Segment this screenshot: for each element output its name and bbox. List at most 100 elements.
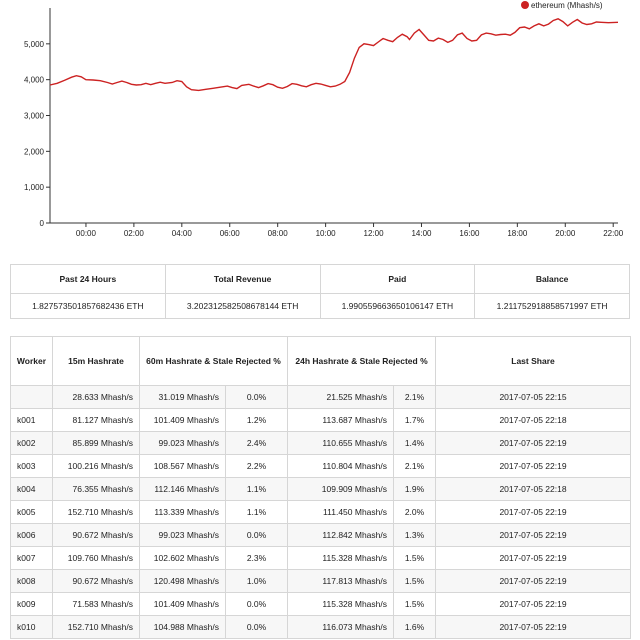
stale-24h: 1.5% (393, 569, 436, 593)
y-tick-label: 3,000 (24, 112, 45, 121)
hashrate-15m: 100.216 Mhash/s (52, 454, 140, 478)
table-row: k006 90.672 Mhash/s 99.023 Mhash/s 0.0% 112.… (10, 523, 631, 547)
table-row: k003 100.216 Mhash/s 108.567 Mhash/s 2.2% 11… (10, 454, 631, 478)
chart-legend[interactable]: ethereum (Mhash/s) (521, 1, 603, 10)
hashrate-60m: 108.567 Mhash/s (139, 454, 226, 478)
last-share: 2017-07-05 22:19 (435, 569, 631, 593)
x-tick-label: 04:00 (172, 229, 193, 238)
worker-name: k004 (10, 477, 53, 501)
last-share: 2017-07-05 22:19 (435, 592, 631, 616)
hashrate-60m: 113.339 Mhash/s (139, 500, 226, 524)
stale-24h: 1.5% (393, 592, 436, 616)
hashrate-60m: 104.988 Mhash/s (139, 615, 226, 639)
summary-header-row: Past 24 Hours Total Revenue Paid Balance (10, 264, 630, 294)
worker-name: k008 (10, 569, 53, 593)
stale-24h: 1.6% (393, 615, 436, 639)
hashrate-15m: 109.760 Mhash/s (52, 546, 140, 570)
hashrate-24h: 111.450 Mhash/s (287, 500, 394, 524)
hashrate-15m: 152.710 Mhash/s (52, 500, 140, 524)
hashrate-60m: 101.409 Mhash/s (139, 592, 226, 616)
last-share: 2017-07-05 22:18 (435, 408, 631, 432)
last-share: 2017-07-05 22:19 (435, 615, 631, 639)
last-share: 2017-07-05 22:19 (435, 454, 631, 478)
worker-name: k003 (10, 454, 53, 478)
y-tick-label: 2,000 (24, 147, 45, 156)
stale-24h: 1.7% (393, 408, 436, 432)
stale-60m: 2.4% (225, 431, 288, 455)
summary-value-row: 1.827573501857682436 ETH 3.2023125825086… (10, 293, 630, 319)
workers-header-row: Worker 15m Hashrate 60m Hashrate & Stale… (10, 336, 631, 386)
worker-name: k005 (10, 500, 53, 524)
stale-24h: 2.1% (393, 385, 436, 409)
stale-60m: 1.1% (225, 500, 288, 524)
hashrate-15m: 90.672 Mhash/s (52, 569, 140, 593)
stale-60m: 2.3% (225, 546, 288, 570)
stale-60m: 0.0% (225, 615, 288, 639)
stale-60m: 0.0% (225, 592, 288, 616)
last-share: 2017-07-05 22:19 (435, 523, 631, 547)
table-row: 28.633 Mhash/s 31.019 Mhash/s 0.0% 21.525 M… (10, 385, 631, 409)
x-tick-label: 16:00 (459, 229, 480, 238)
stale-60m: 1.1% (225, 477, 288, 501)
hashrate-15m: 85.899 Mhash/s (52, 431, 140, 455)
stale-24h: 1.9% (393, 477, 436, 501)
hashrate-60m: 120.498 Mhash/s (139, 569, 226, 593)
hashrate-60m: 99.023 Mhash/s (139, 431, 226, 455)
hashrate-24h: 109.909 Mhash/s (287, 477, 394, 501)
stale-24h: 1.4% (393, 431, 436, 455)
hashrate-24h: 112.842 Mhash/s (287, 523, 394, 547)
worker-name: k006 (10, 523, 53, 547)
table-row: k007 109.760 Mhash/s 102.602 Mhash/s 2.3% 11… (10, 546, 631, 570)
worker-name: k002 (10, 431, 53, 455)
x-tick-label: 02:00 (124, 229, 145, 238)
hashrate-60m: 102.602 Mhash/s (139, 546, 226, 570)
table-row: k005 152.710 Mhash/s 113.339 Mhash/s 1.1% 11… (10, 500, 631, 524)
hashrate-15m: 28.633 Mhash/s (52, 385, 140, 409)
summary-header-balance: Balance (474, 264, 630, 294)
worker-name (10, 385, 53, 409)
hashrate-24h: 116.073 Mhash/s (287, 615, 394, 639)
last-share: 2017-07-05 22:19 (435, 546, 631, 570)
stale-60m: 0.0% (225, 385, 288, 409)
hashrate-24h: 21.525 Mhash/s (287, 385, 394, 409)
last-share: 2017-07-05 22:19 (435, 500, 631, 524)
worker-name: k001 (10, 408, 53, 432)
x-tick-label: 08:00 (268, 229, 289, 238)
y-tick-label: 5,000 (24, 40, 45, 49)
hashrate-chart: 0 1,000 2,000 3,000 4,000 5,000 00:00 02:00 04:… (24, 1, 624, 238)
header-60m-hashrate: 60m Hashrate & Stale Rejected % (139, 336, 288, 386)
table-row: k001 81.127 Mhash/s 101.409 Mhash/s 1.2% 113… (10, 408, 631, 432)
hashrate-60m: 31.019 Mhash/s (139, 385, 226, 409)
legend-label: ethereum (Mhash/s) (531, 1, 603, 10)
hashrate-24h: 115.328 Mhash/s (287, 546, 394, 570)
hashrate-24h: 110.655 Mhash/s (287, 431, 394, 455)
summary-value-past-24h: 1.827573501857682436 ETH (10, 293, 166, 319)
worker-name: k007 (10, 546, 53, 570)
header-24h-hashrate: 24h Hashrate & Stale Rejected % (287, 336, 436, 386)
header-worker: Worker (10, 336, 53, 386)
hashrate-24h: 113.687 Mhash/s (287, 408, 394, 432)
x-tick-label: 06:00 (220, 229, 241, 238)
summary-header-paid: Paid (319, 264, 476, 294)
header-15m-hashrate: 15m Hashrate (52, 336, 140, 386)
hashrate-60m: 99.023 Mhash/s (139, 523, 226, 547)
hashrate-15m: 71.583 Mhash/s (52, 592, 140, 616)
stale-60m: 1.2% (225, 408, 288, 432)
workers-body: 28.633 Mhash/s 31.019 Mhash/s 0.0% 21.525 M… (10, 385, 631, 639)
stale-60m: 0.0% (225, 523, 288, 547)
x-tick-label: 22:00 (603, 229, 624, 238)
x-tick-label: 12:00 (364, 229, 385, 238)
hashrate-24h: 117.813 Mhash/s (287, 569, 394, 593)
stale-24h: 1.3% (393, 523, 436, 547)
y-tick-label: 4,000 (24, 76, 45, 85)
hashrate-15m: 152.710 Mhash/s (52, 615, 140, 639)
table-row: k010 152.710 Mhash/s 104.988 Mhash/s 0.0% 11… (10, 615, 631, 639)
y-tick-label: 0 (40, 219, 45, 228)
x-tick-label: 14:00 (411, 229, 432, 238)
hashrate-15m: 81.127 Mhash/s (52, 408, 140, 432)
summary-value-paid: 1.990559663650106147 ETH (319, 293, 476, 319)
stale-60m: 1.0% (225, 569, 288, 593)
x-tick-label: 10:00 (316, 229, 337, 238)
header-last-share: Last Share (435, 336, 631, 386)
table-row: k008 90.672 Mhash/s 120.498 Mhash/s 1.0% 117… (10, 569, 631, 593)
